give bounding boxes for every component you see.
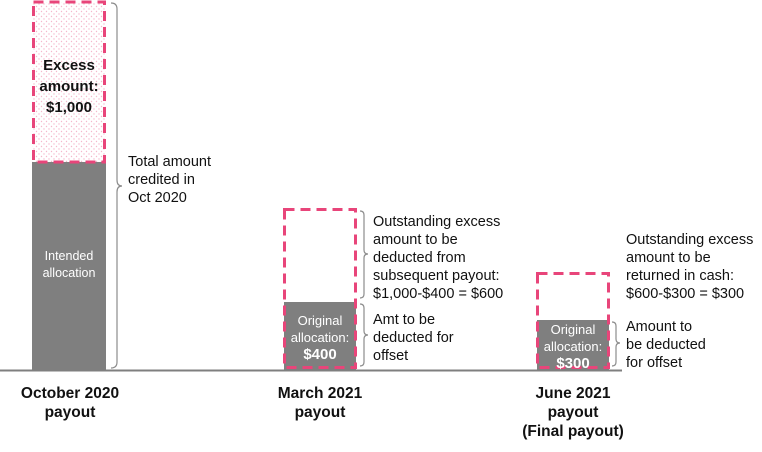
note-march-offset: Amt to be deducted for offset [373,312,454,364]
oct-intended-bar [32,162,106,370]
oct-excess-outline [32,0,106,164]
june-allocation-label: Original allocation: $300 [537,321,609,372]
oct-excess-label: Excess amount: $1,000 [39,57,99,116]
oct-total-bracket [110,2,123,369]
note-march-excess: Outstanding excess amount to be deducted… [373,214,504,302]
march-excess-bracket [359,210,369,299]
oct-column-label: October 2020 payout [20,385,120,421]
june-excess-outline [536,272,610,369]
march-excess-outline [283,208,357,369]
note-june-excess: Outstanding excess amount to be returned… [626,232,754,302]
march-allocation-value: $400 [303,346,337,363]
oct-intended-label: Intended allocation [42,249,96,280]
march-allocation-label: Original allocation: $400 [284,312,356,363]
march-allocation-bar [284,302,356,370]
june-allocation-bar [537,320,609,370]
june-offset-bracket [611,321,621,367]
june-allocation-value: $300 [556,355,590,372]
oct-excess-fill [32,2,106,162]
march-column-label: March 2021 payout [277,385,363,421]
note-total-credited: Total amount credited in Oct 2020 [128,154,212,206]
march-allocation-caption: Original allocation: [290,313,350,345]
june-allocation-caption: Original allocation: [543,322,603,354]
june-column-label: June 2021 payout (Final payout) [522,385,624,440]
note-june-offset: Amount to be deducted for offset [626,319,706,371]
march-offset-bracket [359,303,369,367]
